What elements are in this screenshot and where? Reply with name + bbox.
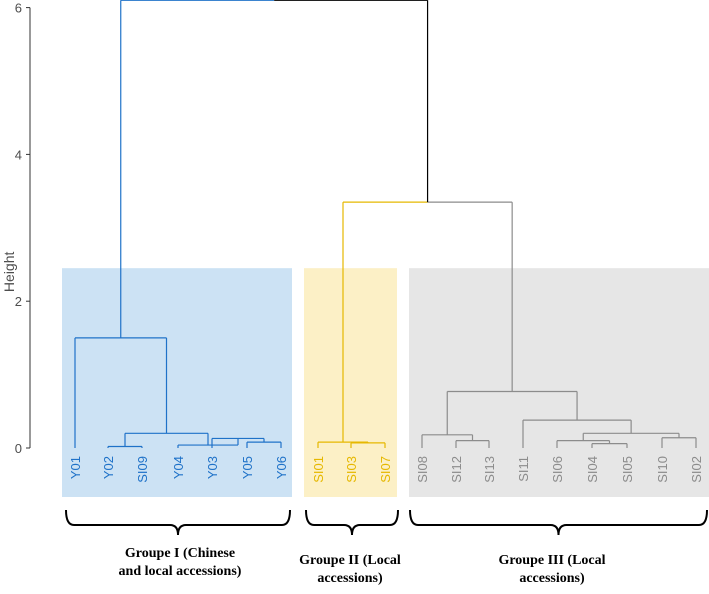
y-tick-label: 4 xyxy=(15,147,22,162)
leaf-label: SI08 xyxy=(415,456,430,483)
group-caption-line: accessions) xyxy=(519,571,585,586)
leaf-label: SI02 xyxy=(689,456,704,483)
group-boxes xyxy=(62,268,709,497)
y-axis: 0 2 4 6 Height xyxy=(1,1,31,456)
leaf-label: Y02 xyxy=(101,456,116,479)
brace-group-i xyxy=(65,509,291,536)
leaf-label: SI01 xyxy=(311,456,326,483)
group-caption-line: and local accessions) xyxy=(118,564,242,579)
leaf-label: Y03 xyxy=(205,456,220,479)
group-caption-line: Groupe II (Local xyxy=(299,553,401,568)
group-caption-line: Groupe III (Local xyxy=(498,553,606,568)
y-tick-label: 0 xyxy=(15,441,22,456)
group-caption-line: accessions) xyxy=(317,571,383,586)
leaf-label: SI11 xyxy=(516,456,531,482)
leaf-label: SI04 xyxy=(585,456,600,483)
y-tick-label: 2 xyxy=(15,294,22,309)
dendrogram-branches xyxy=(74,0,697,448)
leaf-label: Y06 xyxy=(274,456,289,479)
leaf-label: SI05 xyxy=(620,456,635,483)
group-caption-ii: Groupe II (Local accessions) xyxy=(280,552,420,588)
group-box-iii xyxy=(409,268,709,497)
leaf-label: SI07 xyxy=(378,456,393,483)
leaf-label: Y01 xyxy=(68,456,83,479)
group-caption-iii: Groupe III (Local accessions) xyxy=(462,552,642,588)
brace-group-ii xyxy=(305,509,399,536)
leaf-label: SI10 xyxy=(655,456,670,483)
group-braces xyxy=(65,509,708,536)
group-box-ii xyxy=(304,268,397,497)
leaf-label: Y04 xyxy=(171,456,186,479)
leaf-label: SI13 xyxy=(482,456,497,483)
leaf-label: Y05 xyxy=(240,456,255,479)
y-axis-label: Height xyxy=(1,251,17,292)
group-caption-i: Groupe I (Chinese and local accessions) xyxy=(90,545,270,581)
leaf-label: SI03 xyxy=(344,456,359,483)
leaf-labels: Y01 Y02 SI09 Y04 Y03 Y05 Y06 SI01 SI03 SI07 SI08 SI… xyxy=(68,456,704,483)
group-box-i xyxy=(62,268,292,497)
y-tick-label: 6 xyxy=(15,1,22,16)
group-caption-line: Groupe I (Chinese xyxy=(124,546,236,561)
leaf-label: SI06 xyxy=(550,456,565,483)
leaf-label: SI12 xyxy=(449,456,464,483)
leaf-label: SI09 xyxy=(135,456,150,483)
brace-group-iii xyxy=(409,509,708,536)
